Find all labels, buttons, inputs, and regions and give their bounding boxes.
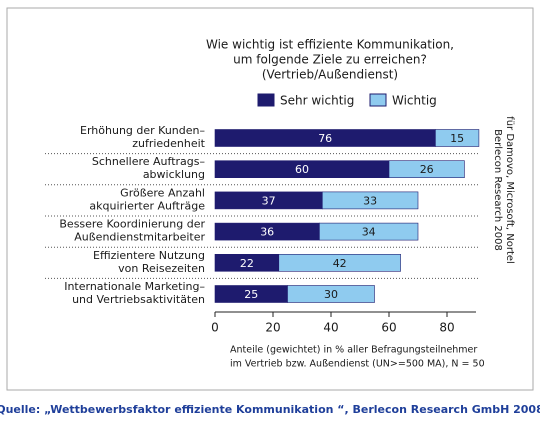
value-label: 76	[318, 132, 332, 145]
bar	[435, 129, 480, 147]
x-tick-label: 60	[381, 321, 396, 335]
category-label: Schnellere Auftrags–	[92, 155, 205, 168]
source: Quelle: „Wettbewerbsfaktor effiziente Ko…	[0, 403, 540, 416]
side-note: Berlecon Research 2008	[492, 129, 503, 251]
category-label: Außendienstmitarbeiter	[74, 231, 205, 244]
value-label: 26	[420, 163, 434, 176]
bar	[278, 254, 401, 272]
x-axis-label: im Vertrieb bzw. Außendienst (UN>=500 MA…	[230, 359, 485, 370]
bar	[388, 160, 465, 178]
category-label: Effizientere Nutzung	[93, 249, 205, 262]
value-label: 42	[333, 257, 347, 270]
x-axis-label: Anteile (gewichtet) in % aller Befragung…	[230, 345, 477, 356]
value-label: 36	[260, 226, 274, 239]
value-label: 22	[240, 257, 254, 270]
category-label: von Reisezeiten	[118, 262, 205, 275]
side-note: für Damovo, Microsoft, Nortel	[504, 116, 515, 264]
value-label: 34	[362, 226, 376, 239]
category-label: Größere Anzahl	[120, 186, 205, 199]
category-label: zufriedenheit	[132, 137, 205, 150]
legend-label: Wichtig	[392, 94, 437, 108]
bar	[321, 191, 419, 210]
category-label: Erhöhung der Kunden–	[80, 124, 205, 137]
value-label: 33	[363, 194, 377, 207]
legend-swatch	[369, 93, 387, 107]
category-label: und Vertriebsaktivitäten	[72, 293, 205, 306]
category-label: abwicklung	[143, 168, 205, 181]
chart-title: Wie wichtig ist effiziente Kommunikation…	[206, 38, 454, 52]
x-tick-label: 20	[265, 321, 280, 335]
value-label: 15	[450, 132, 464, 145]
legend-label: Sehr wichtig	[280, 94, 354, 108]
value-label: 60	[295, 163, 309, 176]
value-label: 30	[324, 288, 338, 301]
chart-title: um folgende Ziele zu erreichen?	[233, 53, 427, 67]
x-tick-label: 40	[323, 321, 338, 335]
category-label: Bessere Koordinierung der	[59, 218, 205, 231]
bar	[319, 222, 419, 241]
value-label: 37	[262, 194, 276, 207]
legend-swatch	[257, 93, 275, 107]
bar	[287, 285, 375, 303]
category-label: Internationale Marketing–	[64, 280, 205, 293]
chart-title: (Vertrieb/Außendienst)	[262, 68, 398, 82]
value-label: 25	[244, 288, 258, 301]
x-tick-label: 0	[211, 321, 219, 335]
category-label: akquirierter Aufträge	[89, 199, 205, 212]
x-tick-label: 80	[439, 321, 454, 335]
